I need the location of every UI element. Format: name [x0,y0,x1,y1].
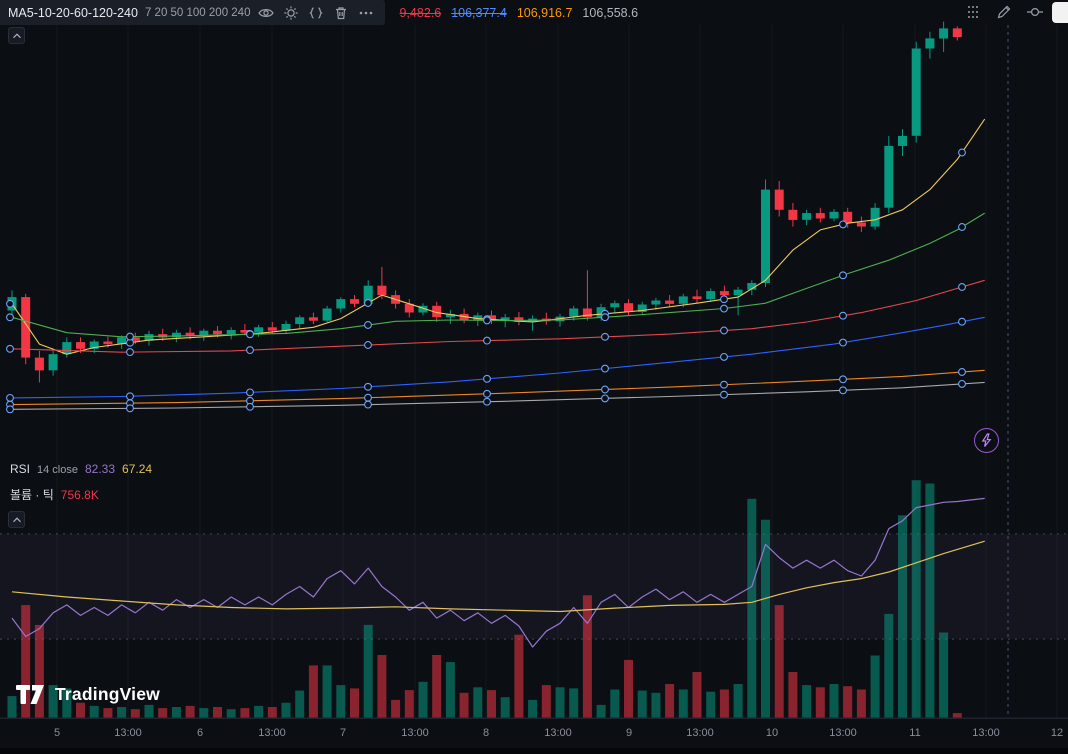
time-axis-label[interactable]: 13:00 [114,727,142,739]
drag-handle-dots-icon[interactable] [964,3,982,21]
time-axis-label[interactable]: 13:00 [829,727,857,739]
window-bottom-edge [0,748,1068,754]
side-panel-edge[interactable] [1052,2,1068,23]
time-axis-label[interactable]: 13:00 [544,727,572,739]
source-code-icon[interactable] [307,4,325,22]
time-axis-label[interactable]: 13:00 [401,727,429,739]
time-axis-label[interactable]: 11 [909,727,921,739]
draw-line-pencil-icon[interactable] [995,3,1013,21]
time-axis-label[interactable]: 8 [482,727,490,739]
rsi-indicator-params: 14 close [37,464,78,476]
time-axis-label[interactable]: 7 [339,727,347,739]
rsi-indicator-name[interactable]: RSI [10,462,31,476]
rsi-legend[interactable]: RSI 14 close 82.33 67.24 [10,462,152,476]
volume-indicator-name[interactable]: 볼륨 · 틱 [10,488,54,502]
ma-indicator-title[interactable]: MA5-10-20-60-120-240 [8,5,138,20]
lightning-quick-trade-button[interactable] [974,428,999,453]
indicator-toolbar: MA5-10-20-60-120-240 7 20 50 100 200 240… [0,0,1068,25]
ma-indicator-periods: 7 20 50 100 200 240 [144,6,251,19]
tradingview-logo[interactable]: TradingView [16,684,160,705]
time-axis-label[interactable]: 13:00 [972,727,1000,739]
lower-pane-collapse-button[interactable] [8,511,25,528]
visibility-eye-icon[interactable] [257,4,275,22]
time-axis[interactable]: 5 13:00 6 13:00 7 13:00 8 13:00 9 13:00 10 13:00 11 1… [0,718,1068,748]
time-axis-label[interactable]: 5 [53,727,61,739]
time-axis-label[interactable]: 9 [625,727,633,739]
tradingview-wordmark: TradingView [55,684,160,704]
more-options-icon[interactable] [357,4,375,22]
ma-indicator-legend[interactable]: MA5-10-20-60-120-240 7 20 50 100 200 240 [0,0,386,25]
rsi-value: 82.33 [85,462,116,476]
tradingview-logo-mark [16,685,44,704]
volume-legend[interactable]: 볼륨 · 틱 756.8K [10,486,99,503]
main-pane-collapse-button[interactable] [8,27,25,44]
delete-trash-icon[interactable] [332,4,350,22]
ma-value: 106,377.4 [451,5,507,20]
chart-topright-toolbar [964,3,1044,21]
crosshair-measure-icon[interactable] [1026,3,1044,21]
ma-value: 106,916.7 [516,5,573,20]
volume-value: 756.8K [60,488,99,502]
settings-gear-icon[interactable] [282,4,300,22]
ma-value: 106,558.6 [582,5,639,20]
time-axis-label[interactable]: 6 [196,727,204,739]
rsi-signal-value: 67.24 [122,462,153,476]
ma-values-row: 9,482.6 106,377.4 106,916.7 106,558.6 [399,6,638,20]
ma-value: 9,482.6 [399,5,442,20]
time-axis-label[interactable]: 10 [765,727,779,739]
time-axis-label[interactable]: 12 [1050,727,1064,739]
time-axis-label[interactable]: 13:00 [686,727,714,739]
time-axis-label[interactable]: 13:00 [258,727,286,739]
